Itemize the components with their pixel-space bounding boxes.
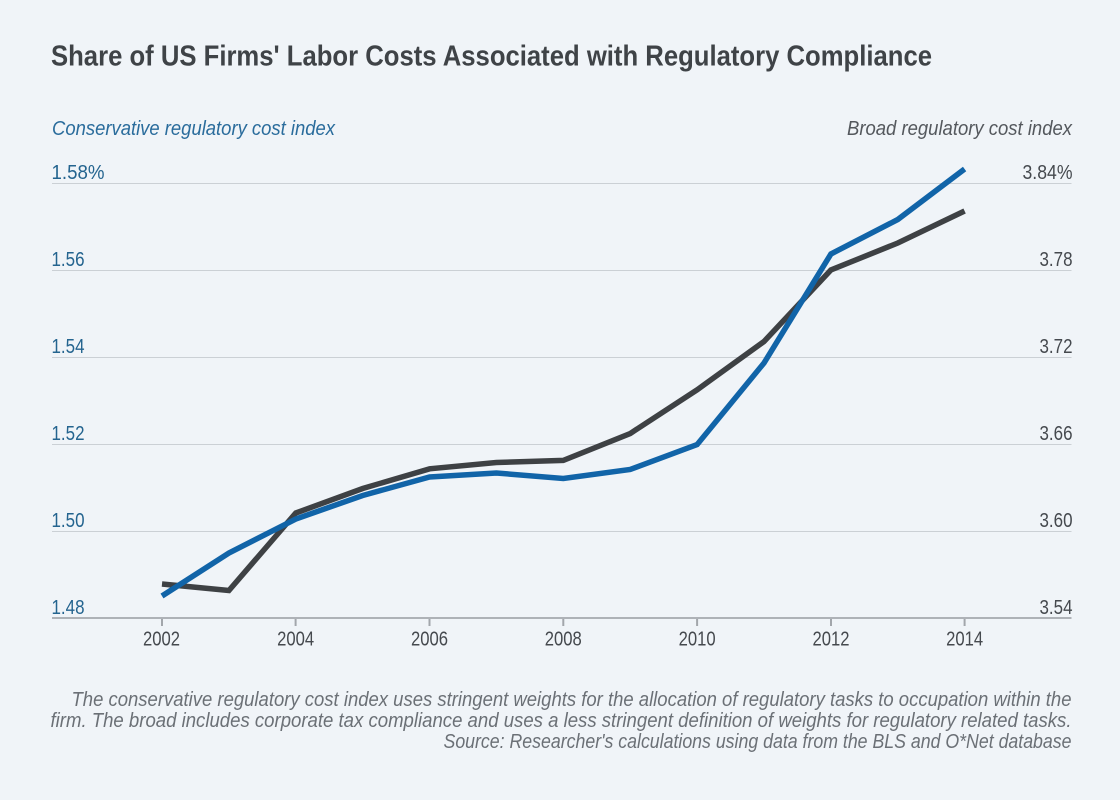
svg-text:firm. The broad includes corpo: firm. The broad includes corporate tax c…	[51, 710, 1072, 732]
svg-text:1.50: 1.50	[52, 510, 85, 532]
svg-text:2010: 2010	[679, 629, 716, 651]
svg-text:3.72: 3.72	[1040, 336, 1073, 358]
svg-text:Conservative regulatory cost i: Conservative regulatory cost index	[52, 118, 336, 140]
svg-text:1.48: 1.48	[52, 597, 85, 619]
svg-text:2006: 2006	[411, 629, 448, 651]
svg-text:2008: 2008	[545, 629, 582, 651]
svg-text:1.58%: 1.58%	[52, 162, 105, 184]
svg-text:Broad regulatory cost index: Broad regulatory cost index	[847, 118, 1073, 140]
svg-text:3.60: 3.60	[1040, 510, 1073, 532]
svg-text:3.84%: 3.84%	[1023, 162, 1073, 184]
svg-text:3.78: 3.78	[1040, 249, 1073, 271]
svg-text:Source: Researcher's calculati: Source: Researcher's calculations using …	[444, 731, 1072, 753]
svg-text:2012: 2012	[813, 629, 850, 651]
svg-text:The conservative regulatory co: The conservative regulatory cost index u…	[72, 689, 1072, 711]
svg-text:1.54: 1.54	[52, 336, 85, 358]
svg-text:Share of US Firms' Labor Costs: Share of US Firms' Labor Costs Associate…	[51, 41, 932, 73]
svg-text:1.56: 1.56	[52, 249, 85, 271]
svg-text:2004: 2004	[277, 629, 314, 651]
svg-text:2002: 2002	[143, 629, 180, 651]
svg-text:3.66: 3.66	[1040, 423, 1073, 445]
svg-text:3.54: 3.54	[1040, 597, 1073, 619]
svg-text:2014: 2014	[946, 629, 983, 651]
svg-text:1.52: 1.52	[52, 423, 85, 445]
